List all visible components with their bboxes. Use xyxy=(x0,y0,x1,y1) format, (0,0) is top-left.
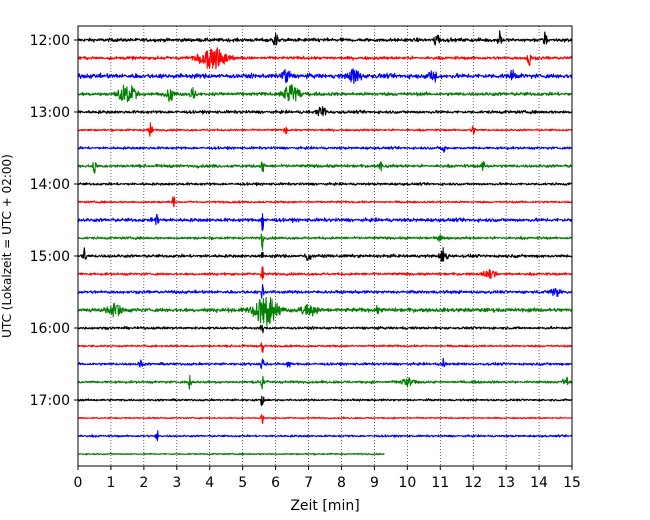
trace-1330 xyxy=(77,145,573,153)
y-tick-label-2: 14:00 xyxy=(30,177,70,193)
trace-1645 xyxy=(77,374,573,390)
trace-1245 xyxy=(77,84,573,103)
x-tick-label-11: 11 xyxy=(431,475,449,491)
trace-1730 xyxy=(77,430,573,442)
trace-1415 xyxy=(77,196,573,208)
trace-1515 xyxy=(77,266,573,280)
y-tick-label-1: 13:00 xyxy=(30,105,70,121)
y-tick-label-0: 12:00 xyxy=(30,33,70,49)
trace-1300 xyxy=(77,106,573,117)
x-tick-label-14: 14 xyxy=(530,475,548,491)
x-axis: 0 1 2 3 4 5 6 7 8 9 10 11 12 13 14 15 xyxy=(74,466,581,491)
y-tick-label-4: 16:00 xyxy=(30,321,70,337)
trace-1445 xyxy=(77,233,573,251)
trace-1200 xyxy=(77,30,573,46)
trace-1545 xyxy=(77,296,573,327)
x-axis-label: Zeit [min] xyxy=(290,498,359,514)
x-tick-label-12: 12 xyxy=(464,475,482,491)
trace-1630 xyxy=(77,357,573,370)
y-axis: 12:00 13:00 14:00 15:00 16:00 17:00 xyxy=(30,33,78,409)
trace-1215 xyxy=(77,47,573,70)
trace-1530 xyxy=(77,284,573,299)
x-tick-label-6: 6 xyxy=(271,475,280,491)
trace-1700 xyxy=(77,395,573,407)
x-tick-label-1: 1 xyxy=(106,475,115,491)
y-tick-label-5: 17:00 xyxy=(30,393,70,409)
trace-1600 xyxy=(77,324,573,334)
y-tick-label-3: 15:00 xyxy=(30,249,70,265)
trace-1430 xyxy=(77,213,573,232)
x-tick-label-5: 5 xyxy=(238,475,247,491)
x-tick-label-3: 3 xyxy=(172,475,181,491)
trace-1715 xyxy=(77,414,573,425)
grid-lines xyxy=(110,26,540,466)
plot-frame xyxy=(77,25,573,467)
y-axis-label: UTC (Lokalzeit = UTC + 02:00) xyxy=(0,154,14,338)
trace-1230 xyxy=(77,68,573,84)
trace-1615 xyxy=(77,342,573,353)
trace-1745 xyxy=(77,452,385,456)
x-tick-label-10: 10 xyxy=(398,475,416,491)
x-tick-label-8: 8 xyxy=(337,475,346,491)
trace-1500 xyxy=(77,247,573,262)
trace-1400 xyxy=(77,181,573,187)
x-tick-label-9: 9 xyxy=(370,475,379,491)
x-tick-label-13: 13 xyxy=(497,475,515,491)
x-tick-label-2: 2 xyxy=(139,475,148,491)
x-tick-label-7: 7 xyxy=(304,475,313,491)
trace-group xyxy=(77,30,573,456)
trace-1315 xyxy=(77,122,573,137)
x-tick-label-15: 15 xyxy=(563,475,581,491)
trace-1345 xyxy=(77,161,573,174)
x-tick-label-4: 4 xyxy=(205,475,214,491)
x-tick-label-0: 0 xyxy=(74,475,83,491)
